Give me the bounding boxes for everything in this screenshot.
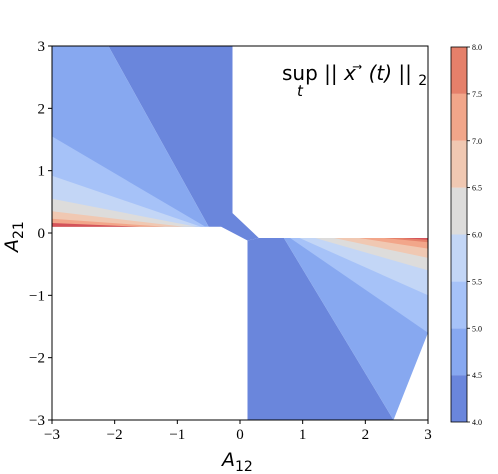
y-axis-ticks: −3 −2 −1 0 1 2 3 <box>29 39 52 429</box>
annotation-vec: x <box>343 61 356 85</box>
annotation-expr-post: || <box>398 61 411 85</box>
colorbar-tick-label: 7.0 <box>472 137 482 146</box>
plot-annotation: sup || x ⃗ (t) || 2 <box>282 61 427 89</box>
colorbar-band <box>451 47 467 94</box>
contour-region-lower-right-7.5 <box>384 238 428 243</box>
y-axis-label-base: A <box>1 239 23 254</box>
colorbar-tick-label: 5.0 <box>472 324 482 333</box>
colorbar-band <box>451 234 467 282</box>
annotation-subscript: t <box>297 82 304 100</box>
y-tick-label: 0 <box>38 226 46 242</box>
x-tick-label: −3 <box>44 427 60 443</box>
colorbar-band <box>451 187 467 235</box>
colorbar: 4.0 4.5 5.0 5.5 6.0 6.5 7.0 7.5 8.0 <box>450 43 482 427</box>
x-tick-label: −2 <box>107 427 123 443</box>
x-axis-label: A12 <box>220 449 253 474</box>
colorbar-tick-label: 6.0 <box>472 231 482 240</box>
x-axis-label-sub: 12 <box>235 459 253 474</box>
y-axis-label: A21 <box>1 221 27 254</box>
colorbar-tick-label: 5.5 <box>472 277 482 286</box>
y-tick-label: 2 <box>38 101 46 117</box>
contour-regions <box>52 46 428 420</box>
annotation-norm-sub: 2 <box>418 73 427 89</box>
y-tick-label: −3 <box>29 413 45 429</box>
annotation-expr-pre: || <box>324 61 337 85</box>
colorbar-tick-label: 8.0 <box>472 43 482 52</box>
y-tick-label: −1 <box>29 288 45 304</box>
y-axis-label-sub: 21 <box>11 221 27 239</box>
x-tick-label: 3 <box>424 427 432 443</box>
colorbar-band <box>451 375 467 422</box>
x-tick-label: 2 <box>362 427 370 443</box>
annotation-op: sup <box>282 61 318 85</box>
contour-region-upper-left-8.0 <box>52 223 140 227</box>
x-tick-label: −1 <box>169 427 185 443</box>
y-tick-label: 1 <box>38 164 46 180</box>
colorbar-band <box>451 140 467 188</box>
x-axis-ticks: −3 −2 −1 0 1 2 3 <box>44 420 432 443</box>
contour-region-lower-right-7.0 <box>359 238 428 249</box>
colorbar-tick-label: 4.0 <box>472 418 482 427</box>
colorbar-band <box>451 328 467 376</box>
colorbar-band <box>451 93 467 141</box>
colorbar-band <box>451 281 467 329</box>
y-tick-label: −2 <box>29 351 45 367</box>
annotation-arg: (t) <box>369 61 392 85</box>
colorbar-tick-label: 4.5 <box>472 371 482 380</box>
contour-region-lower-right-4.0 <box>247 238 394 420</box>
x-tick-label: 0 <box>236 427 244 443</box>
colorbar-tick-label: 6.5 <box>472 184 482 193</box>
x-axis-label-base: A <box>220 449 235 471</box>
x-tick-label: 1 <box>299 427 307 443</box>
contour-region-lower-right-8.0 <box>402 238 428 240</box>
contour-region-upper-left-4.0 <box>108 46 259 241</box>
y-tick-label: 3 <box>38 39 46 55</box>
colorbar-tick-label: 7.5 <box>472 90 482 99</box>
